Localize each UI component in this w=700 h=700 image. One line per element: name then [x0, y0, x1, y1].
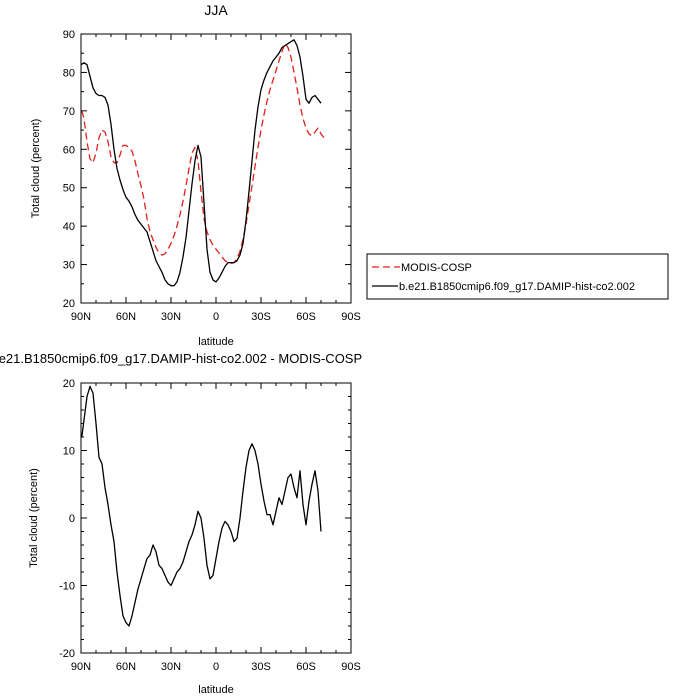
upper-chart-panel: JJA latitude Total cloud (percent) 90N 60…	[30, 2, 361, 348]
y-tick-label: 90	[63, 29, 75, 41]
lower-chart-ticks: 90N 60N 30N 0 30S 60S 90S -20 -10 0 10 20	[59, 378, 361, 673]
x-tick-label: 90N	[71, 311, 91, 323]
lower-chart-panel: b.e21.B1850cmip6.f09_g17.DAMIP-hist-co2.…	[0, 351, 362, 696]
y-tick-label: 80	[63, 67, 75, 79]
upper-chart-legend: MODIS-COSP b.e21.B1850cmip6.f09_g17.DAMI…	[366, 253, 669, 300]
y-tick-label: 10	[63, 446, 75, 458]
upper-chart-ticks: 90N 60N 30N 0 30S 60S 90S 20 30 40 50 60 70 80 90	[63, 29, 361, 323]
lower-chart-x-axis-label: latitude	[198, 684, 233, 696]
x-tick-label: 30S	[251, 311, 271, 323]
upper-chart-y-axis-label: Total cloud (percent)	[30, 119, 42, 219]
legend-label-modis-cosp: MODIS-COSP	[401, 262, 472, 274]
y-tick-label: 70	[63, 106, 75, 118]
x-tick-label: 90S	[341, 311, 361, 323]
lower-chart-series	[81, 385, 322, 627]
lower-chart-title: b.e21.B1850cmip6.f09_g17.DAMIP-hist-co2.…	[0, 351, 362, 366]
x-tick-label: 90N	[71, 661, 91, 673]
series-line-difference	[81, 385, 322, 627]
y-tick-label: 30	[63, 260, 75, 272]
y-tick-label: -20	[59, 648, 75, 660]
y-tick-label: 60	[63, 144, 75, 156]
y-tick-label: 50	[63, 183, 75, 195]
x-tick-label: 60S	[296, 311, 316, 323]
y-tick-label: 20	[63, 378, 75, 390]
x-tick-label: 90S	[341, 661, 361, 673]
x-tick-label: 30N	[161, 311, 181, 323]
legend-box	[366, 253, 669, 300]
y-tick-label: 40	[63, 221, 75, 233]
upper-chart-x-axis-label: latitude	[198, 336, 233, 348]
y-tick-label: -10	[59, 581, 75, 593]
x-tick-label: 0	[213, 661, 219, 673]
series-line-modis-cosp	[81, 42, 325, 265]
lower-chart-y-axis-label: Total cloud (percent)	[28, 468, 40, 568]
y-tick-label: 20	[63, 298, 75, 310]
x-tick-label: 60N	[116, 311, 136, 323]
lower-chart-plot-frame	[80, 382, 352, 654]
x-tick-label: 0	[213, 311, 219, 323]
series-line-model	[80, 39, 322, 287]
x-tick-label: 30N	[161, 661, 181, 673]
upper-chart-series	[80, 39, 325, 287]
upper-chart-title: JJA	[204, 2, 228, 18]
x-tick-label: 60N	[116, 661, 136, 673]
x-tick-label: 30S	[251, 661, 271, 673]
y-tick-label: 0	[69, 513, 75, 525]
upper-chart-plot-frame	[80, 33, 352, 304]
legend-label-model: b.e21.B1850cmip6.f09_g17.DAMIP-hist-co2.…	[399, 281, 635, 293]
x-tick-label: 60S	[296, 661, 316, 673]
